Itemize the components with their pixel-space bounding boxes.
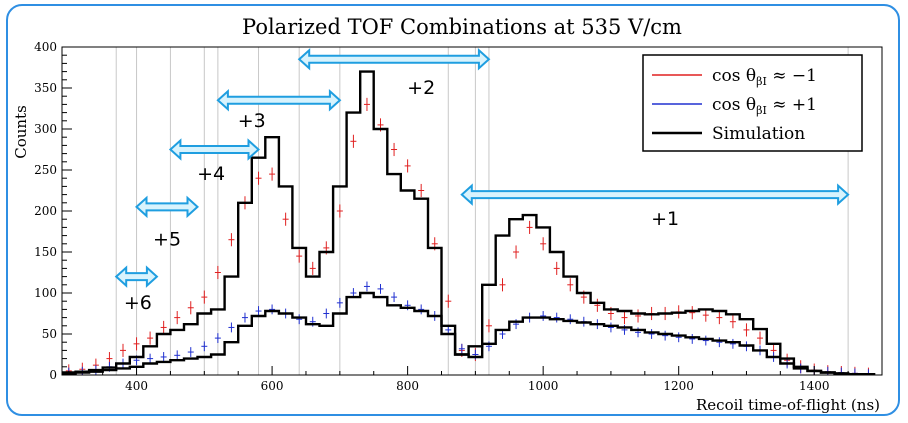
chart-frame	[6, 4, 900, 416]
x-tick-label: 1200	[663, 379, 694, 393]
series-3	[62, 291, 876, 376]
legend-label: cos θβI ≈ −1	[712, 66, 817, 88]
x-tick-label: 400	[125, 379, 148, 393]
y-tick-label: 150	[34, 245, 57, 259]
x-tick-label: 800	[396, 379, 419, 393]
simulation-histogram	[62, 291, 876, 376]
charge-state-label: +2	[407, 77, 435, 99]
legend: cos θβI ≈ −1 cos θβI ≈ +1 Simulation	[642, 54, 863, 152]
charge-arrow	[114, 265, 159, 288]
data-layer	[62, 70, 876, 376]
charge-arrow	[460, 183, 850, 206]
y-tick-label: 100	[34, 286, 57, 300]
y-tick-label: 0	[49, 368, 57, 382]
x-tick-label: 1000	[528, 379, 559, 393]
y-axis-label: Counts	[12, 105, 30, 159]
x-tick-label: 1400	[799, 379, 830, 393]
x-axis-label: Recoil time-of-flight (ns)	[696, 396, 880, 414]
charge-state-label: +1	[651, 208, 679, 230]
charge-state-label: +4	[197, 163, 225, 185]
x-tick-label: 600	[261, 379, 284, 393]
charge-state-label: +5	[153, 229, 181, 251]
y-tick-label: 250	[34, 163, 57, 177]
legend-box	[642, 54, 863, 152]
charge-arrow	[168, 138, 260, 161]
legend-label: cos θβI ≈ +1	[712, 95, 817, 117]
y-tick-label: 200	[34, 204, 57, 218]
legend-label: Simulation	[712, 124, 805, 144]
series-1	[65, 281, 872, 375]
charge-state-label: +3	[238, 110, 266, 132]
y-tick-label: 300	[34, 122, 57, 136]
charge-state-label: +6	[124, 292, 152, 314]
y-tick-label: 50	[42, 327, 57, 341]
axes: 400 600 800 1000 1200 1400 0 50 100 150 200 250 300 3…	[34, 40, 883, 393]
y-tick-label: 350	[34, 81, 57, 95]
y-tick-label: 400	[34, 40, 57, 54]
chart-title: Polarized TOF Combinations at 535 V/cm	[242, 15, 682, 39]
charge-state-arrows: +6 +5 +4 +3 +2 +1	[114, 48, 850, 314]
charge-arrow	[297, 48, 491, 71]
charge-arrow	[135, 195, 199, 219]
charge-arrow	[216, 89, 342, 112]
